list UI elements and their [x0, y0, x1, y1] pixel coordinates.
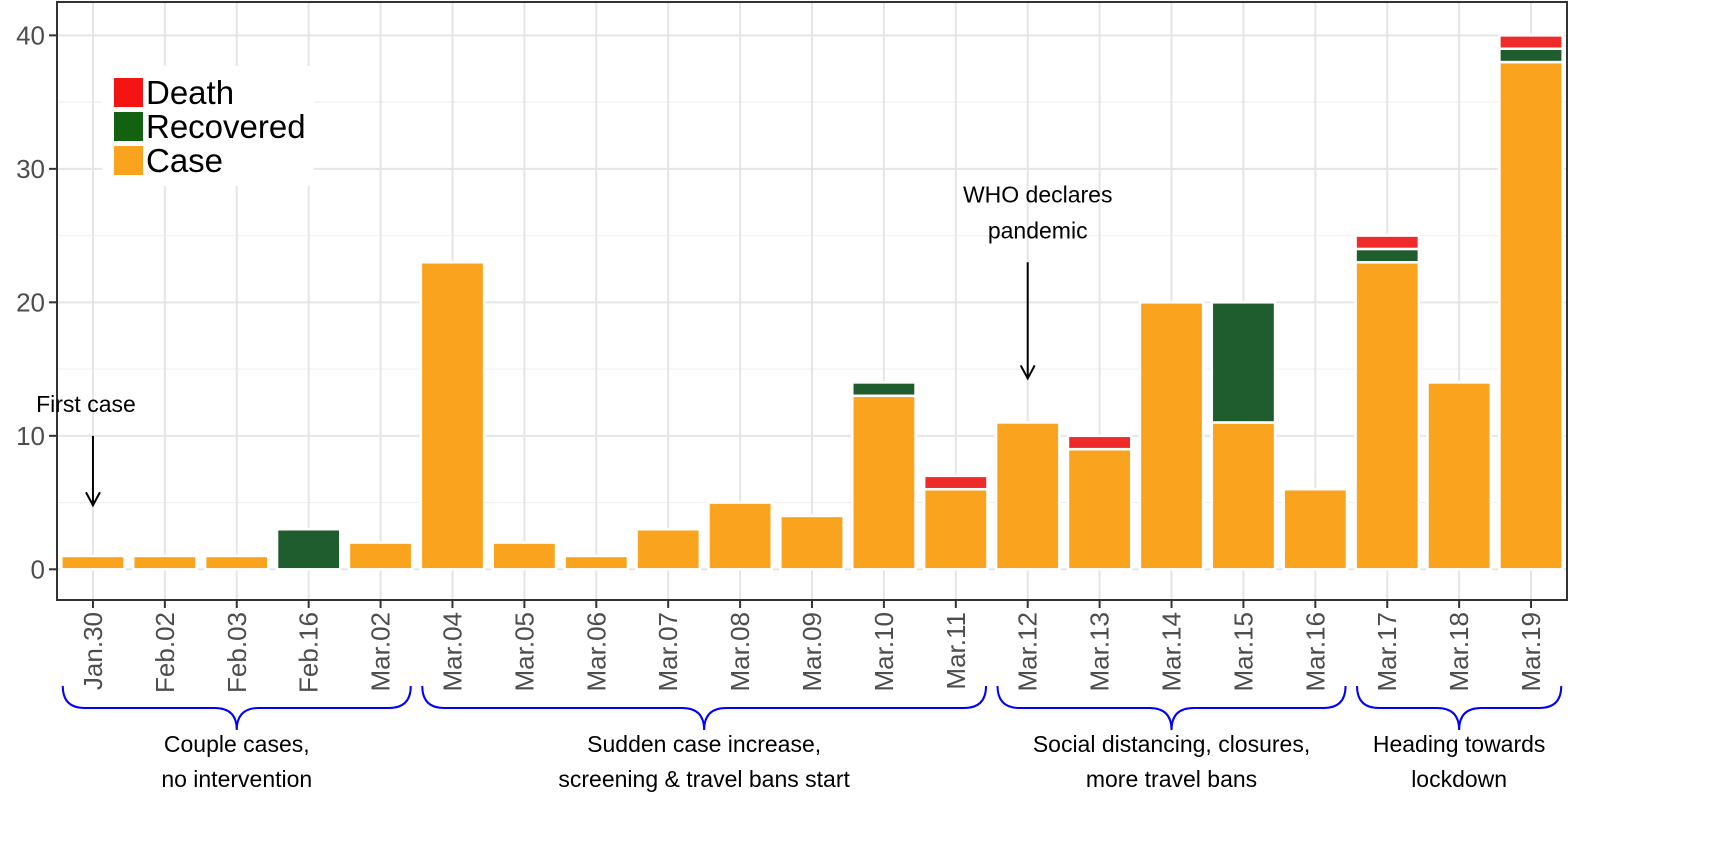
legend-key-case: [114, 146, 143, 175]
legend-key-recovered: [114, 112, 143, 141]
period-caption: Sudden case increase,: [587, 731, 821, 757]
x-tick-label: Mar.10: [869, 612, 899, 692]
bar-case-mar-04: [419, 261, 486, 571]
x-tick-label: Mar.15: [1228, 612, 1258, 692]
period-brace: [421, 685, 988, 731]
x-tick-label: Mar.11: [941, 612, 971, 690]
bar-case-mar-06: [563, 554, 630, 571]
annotation-text: pandemic: [988, 217, 1088, 243]
x-tick-label: Mar.12: [1013, 612, 1043, 692]
y-tick-label: 30: [16, 154, 45, 184]
bar-death-mar-19: [1498, 34, 1564, 50]
annotation-text: WHO declares: [963, 181, 1113, 207]
bar-recovered-mar-10: [851, 381, 917, 398]
period-brace: [996, 685, 1347, 731]
x-tick-label: Mar.05: [509, 612, 539, 692]
x-tick-label: Mar.19: [1516, 612, 1546, 692]
x-tick-label: Mar.09: [797, 612, 827, 692]
legend-label-recovered: Recovered: [146, 108, 306, 145]
bar-case-mar-09: [779, 514, 845, 571]
annotation-text: First case: [36, 391, 136, 417]
period-caption: Social distancing, closures,: [1033, 731, 1310, 757]
bar-death-mar-11: [922, 474, 989, 491]
x-tick-label: Mar.16: [1300, 612, 1330, 692]
bar-case-mar-05: [491, 541, 558, 571]
x-tick-label: Mar.08: [725, 612, 755, 692]
bar-death-mar-13: [1066, 434, 1133, 451]
bar-case-mar-02: [347, 541, 414, 571]
x-tick-label: Mar.06: [581, 612, 611, 692]
x-tick-label: Feb.03: [222, 612, 252, 693]
period-caption: Heading towards: [1373, 731, 1546, 757]
bar-recovered-mar-17: [1354, 247, 1421, 264]
x-tick-label: Mar.07: [653, 612, 683, 692]
legend-label-case: Case: [146, 142, 223, 179]
bar-death-mar-17: [1354, 234, 1421, 251]
bar-case-mar-19: [1498, 60, 1564, 571]
bar-case-mar-07: [635, 528, 702, 571]
period-brace: [1356, 685, 1563, 731]
period-caption: more travel bans: [1086, 766, 1257, 792]
bar-case-mar-14: [1138, 301, 1205, 571]
bar-recovered-mar-15: [1210, 301, 1277, 424]
annotation-arrow-head: [85, 491, 101, 508]
x-tick-label: Mar.18: [1444, 612, 1474, 692]
bar-case-mar-10: [851, 394, 917, 571]
x-tick-label: Mar.17: [1372, 612, 1402, 692]
period-caption: Couple cases,: [164, 731, 310, 757]
bar-case-mar-12: [994, 421, 1061, 571]
bar-case-feb-02: [131, 554, 198, 571]
x-tick-label: Jan.30: [78, 612, 108, 690]
x-tick-label: Mar.04: [437, 612, 467, 692]
period-brace: [61, 685, 412, 731]
bar-case-feb-03: [203, 554, 270, 571]
x-tick-label: Mar.13: [1085, 612, 1115, 692]
bar-case-jan-30: [60, 554, 126, 571]
bar-recovered-feb-16: [275, 528, 342, 571]
period-caption: no intervention: [161, 766, 312, 792]
x-tick-label: Feb.16: [294, 612, 324, 693]
y-tick-label: 0: [31, 554, 45, 584]
y-tick-label: 10: [16, 421, 45, 451]
x-tick-label: Mar.14: [1157, 612, 1187, 692]
y-tick-label: 40: [16, 20, 45, 50]
bar-recovered-mar-19: [1498, 47, 1564, 64]
legend-label-death: Death: [146, 74, 234, 111]
y-tick-label: 20: [16, 287, 45, 317]
period-caption: screening & travel bans start: [558, 766, 850, 792]
bar-case-mar-17: [1354, 261, 1421, 571]
x-tick-label: Feb.02: [150, 612, 180, 693]
x-tick-label: Mar.02: [366, 612, 396, 692]
bar-case-mar-11: [922, 487, 989, 571]
period-caption: lockdown: [1411, 766, 1507, 792]
legend-key-death: [114, 78, 143, 107]
bar-case-mar-15: [1210, 421, 1277, 571]
bar-case-mar-13: [1066, 447, 1133, 571]
bar-case-mar-08: [707, 501, 773, 571]
annotation-arrow-head: [1019, 364, 1036, 381]
bar-case-mar-18: [1426, 381, 1493, 571]
bar-case-mar-16: [1282, 487, 1349, 571]
